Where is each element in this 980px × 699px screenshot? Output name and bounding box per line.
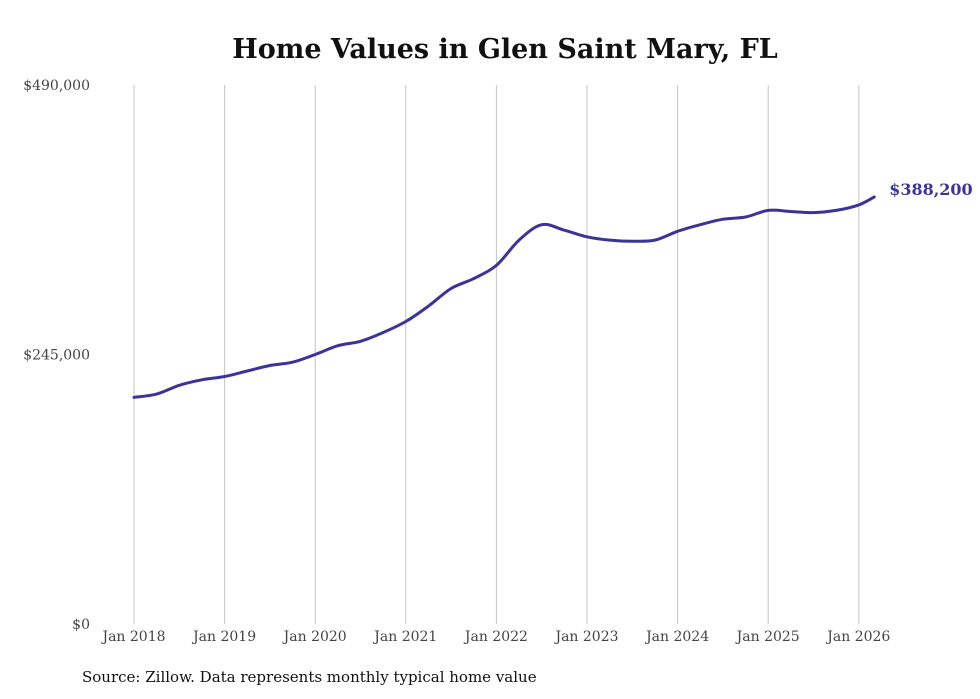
x-tick-label: Jan 2023 <box>553 629 618 645</box>
x-tick-label: Jan 2019 <box>191 629 256 645</box>
end-value-label: $388,200 <box>889 180 973 199</box>
series-line-home-value <box>132 195 876 399</box>
x-tick-label: Jan 2018 <box>100 629 165 645</box>
y-tick-label: $245,000 <box>23 348 90 364</box>
x-tick-label: Jan 2025 <box>735 629 800 645</box>
y-tick-label: $490,000 <box>23 78 90 94</box>
chart-title: Home Values in Glen Saint Mary, FL <box>232 34 778 65</box>
x-tick-label: Jan 2022 <box>463 629 528 645</box>
y-tick-label: $0 <box>72 617 90 633</box>
x-tick-label: Jan 2024 <box>644 629 709 645</box>
source-note: Source: Zillow. Data represents monthly … <box>82 668 537 686</box>
x-tick-label: Jan 2021 <box>372 629 437 645</box>
x-tick-label: Jan 2020 <box>282 629 347 645</box>
x-tick-label: Jan 2026 <box>825 629 890 645</box>
